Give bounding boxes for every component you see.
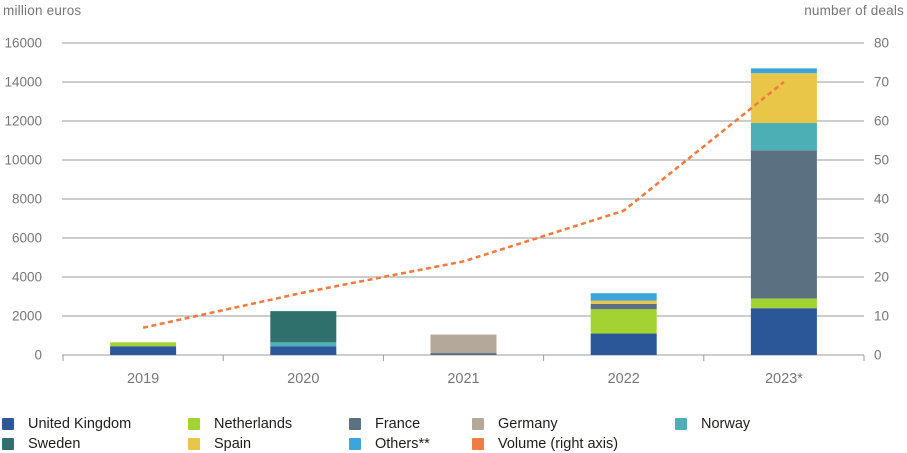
bar-segment-sweden-2020 — [270, 311, 337, 343]
netherlands-swatch-icon — [188, 418, 200, 430]
legend: United Kingdom Netherlands France Germany No… — [2, 414, 907, 453]
stacked-bar-line-chart: 0 0 2000 10 4000 20 6000 30 8000 40 10000 50 12000 60… — [4, 36, 889, 388]
germany-swatch-icon — [472, 418, 484, 430]
bar-segment-norway-2023 — [750, 122, 817, 151]
others-swatch-icon — [349, 438, 361, 450]
x-axis-label: 2019 — [127, 371, 159, 387]
right-axis-tick-label: 20 — [874, 270, 889, 285]
right-axis-title: number of deals — [804, 3, 904, 18]
left-axis-tick-label: 8000 — [12, 192, 42, 207]
left-axis-tick-label: 2000 — [12, 309, 42, 324]
volume-line — [142, 80, 785, 329]
x-axis-label: 2021 — [447, 371, 479, 387]
legend-label: Others** — [375, 436, 430, 452]
left-axis-tick-label: 4000 — [12, 270, 42, 285]
left-axis-tick-label: 14000 — [4, 75, 42, 90]
bar-segment-united-kingdom-2019 — [110, 346, 177, 355]
bar-segment-others-2022 — [590, 293, 657, 301]
left-axis-tick-label: 16000 — [4, 36, 42, 51]
bar-segment-spain-2023 — [750, 73, 817, 123]
legend-label: United Kingdom — [28, 416, 132, 432]
legend-label: Norway — [701, 416, 751, 432]
sweden-swatch-icon — [2, 438, 14, 450]
left-axis-tick-label: 0 — [34, 348, 42, 363]
legend-item-germany: Germany — [472, 414, 675, 434]
x-axis-label: 2020 — [287, 371, 319, 387]
legend-item-others: Others** — [349, 434, 472, 453]
volume-right-axis-swatch-icon — [472, 438, 484, 450]
bar-segment-norway-2020 — [270, 342, 337, 347]
legend-label: France — [375, 416, 421, 432]
bar-segment-united-kingdom-2020 — [270, 346, 337, 355]
bar-segment-france-2022 — [590, 303, 657, 310]
right-axis-tick-label: 40 — [874, 192, 889, 207]
right-axis-tick-label: 50 — [874, 153, 889, 168]
legend-item-united-kingdom: United Kingdom — [2, 414, 188, 434]
left-axis-title: million euros — [3, 3, 82, 18]
x-axis-label: 2022 — [608, 371, 640, 387]
france-swatch-icon — [349, 418, 361, 430]
legend-item-spain: Spain — [188, 434, 349, 453]
bar-segment-spain-2022 — [590, 300, 657, 304]
right-axis-tick-label: 60 — [874, 114, 889, 129]
left-axis-tick-label: 6000 — [12, 231, 42, 246]
united-kingdom-swatch-icon — [2, 418, 14, 430]
legend-label: Germany — [498, 416, 558, 432]
legend-label: Sweden — [28, 436, 81, 452]
right-axis-tick-label: 0 — [874, 348, 882, 363]
bar-segment-france-2023 — [750, 150, 817, 299]
bar-segment-germany-2021 — [430, 334, 497, 354]
bar-segment-united-kingdom-2022 — [590, 333, 657, 355]
legend-item-netherlands: Netherlands — [188, 414, 349, 434]
legend-item-norway: Norway — [675, 414, 907, 434]
bar-segment-france-2021 — [430, 353, 497, 355]
bar-segment-others-2023 — [750, 68, 817, 74]
legend-label: Spain — [214, 436, 252, 452]
right-axis-tick-label: 80 — [874, 36, 889, 51]
bar-segment-netherlands-2019 — [110, 342, 177, 347]
norway-swatch-icon — [675, 418, 687, 430]
left-axis-tick-label: 12000 — [4, 114, 42, 129]
spain-swatch-icon — [188, 438, 200, 450]
legend-item-france: France — [349, 414, 472, 434]
bar-segment-netherlands-2023 — [750, 298, 817, 309]
legend-item-sweden: Sweden — [2, 434, 188, 453]
right-axis-tick-label: 10 — [874, 309, 889, 324]
legend-label: Netherlands — [214, 416, 293, 432]
legend-label: Volume (right axis) — [498, 436, 619, 452]
right-axis-tick-label: 70 — [874, 75, 889, 90]
right-axis-tick-label: 30 — [874, 231, 889, 246]
left-axis-tick-label: 10000 — [4, 153, 42, 168]
bar-segment-united-kingdom-2023 — [750, 308, 817, 355]
bar-segment-netherlands-2022 — [590, 309, 657, 334]
legend-item-volume-right-axis: Volume (right axis) — [472, 434, 675, 453]
x-axis-label: 2023* — [765, 371, 803, 387]
